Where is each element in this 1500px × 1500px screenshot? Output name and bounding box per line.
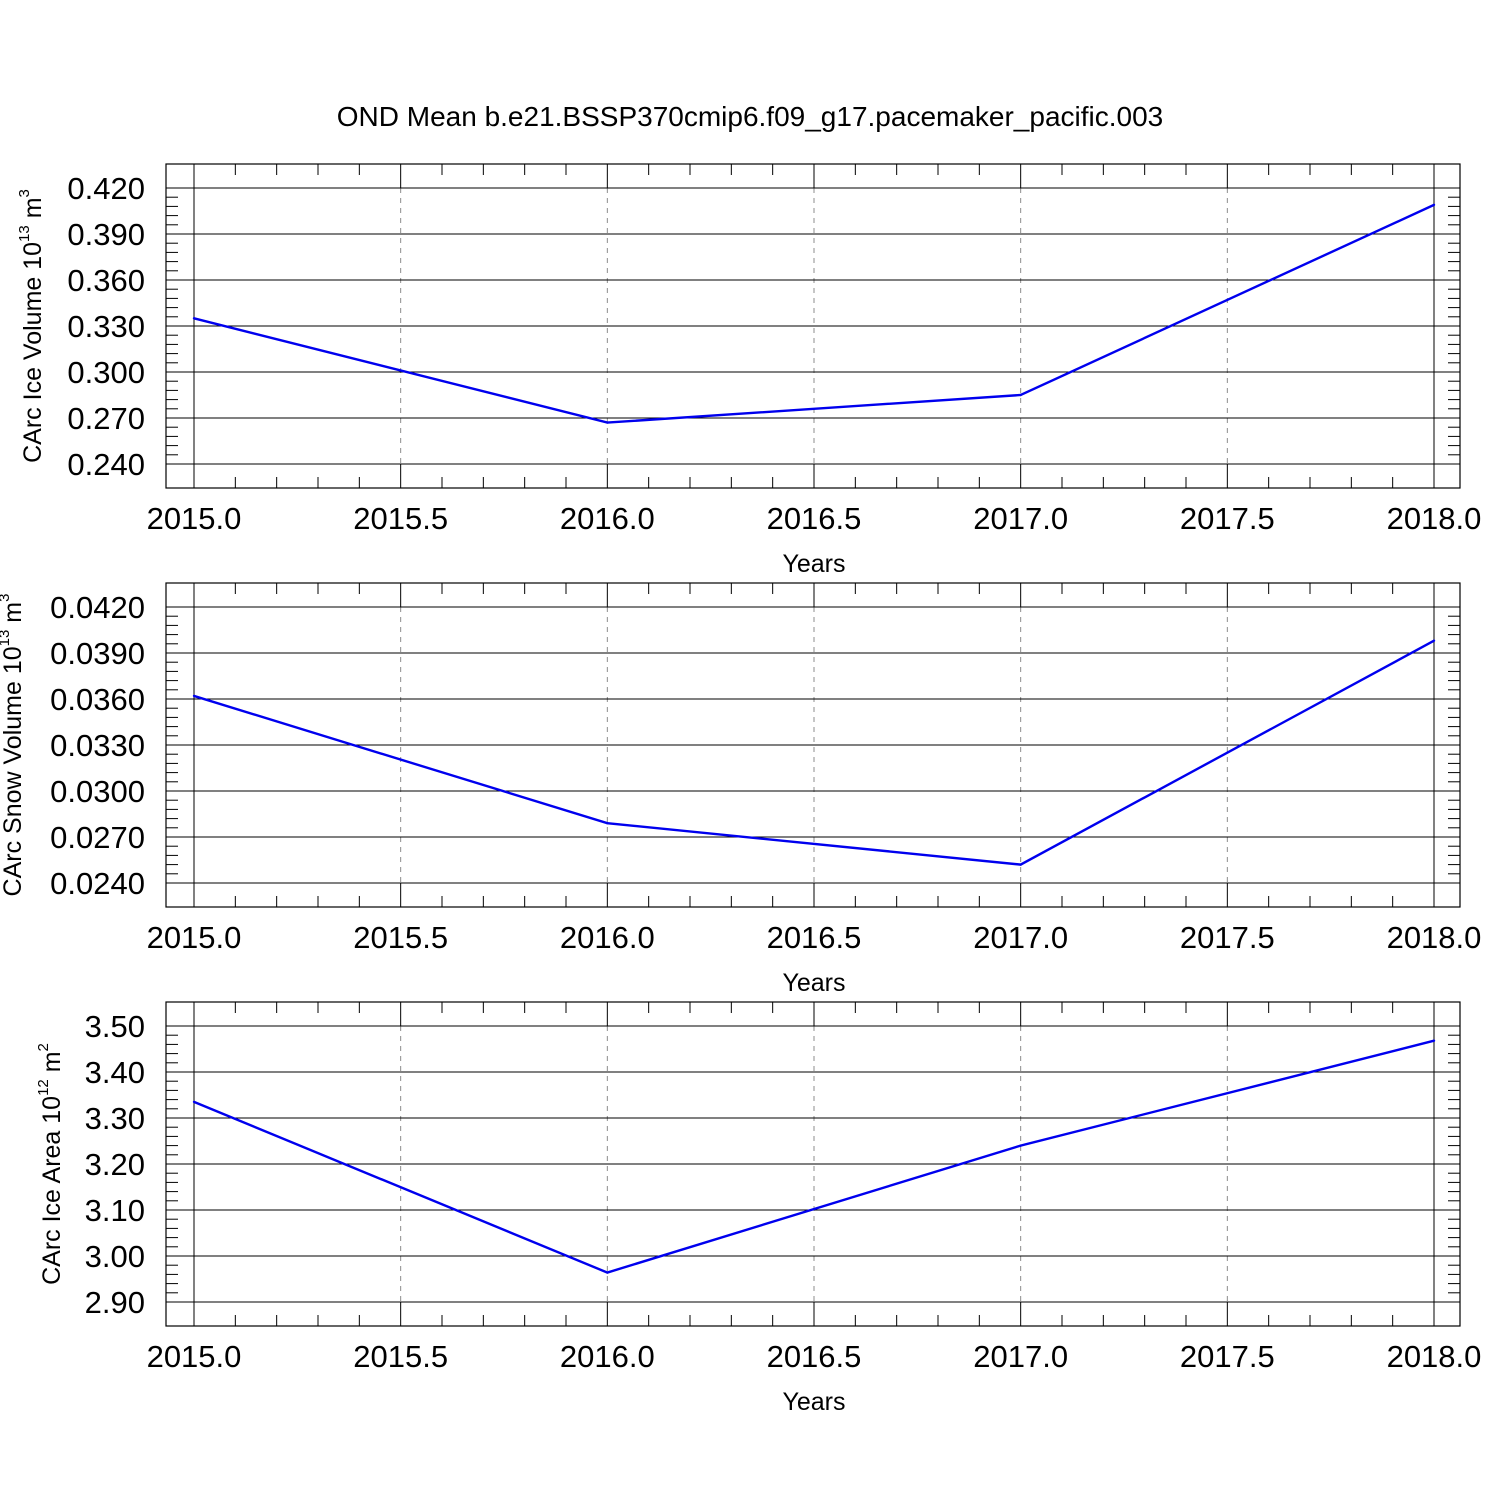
- data-point: [1432, 1039, 1436, 1042]
- y-tick-label: 3.20: [85, 1147, 145, 1182]
- data-point: [192, 1100, 196, 1104]
- x-tick-label: 2018.0: [1387, 920, 1482, 955]
- x-tick-label: 2017.5: [1180, 1339, 1275, 1374]
- series-line: [193, 639, 1435, 866]
- data-point: [1019, 393, 1022, 397]
- x-tick-label: 2016.5: [767, 501, 862, 536]
- x-axis-label: Years: [782, 550, 845, 578]
- series-line: [193, 1039, 1435, 1274]
- y-axis-label-unit-exp: 3: [16, 189, 33, 197]
- data-point: [606, 421, 609, 424]
- series-line: [193, 203, 1435, 424]
- y-axis-label-main: CArc Ice Volume 10: [19, 242, 47, 463]
- chart-panel-2: 2015.0 2015.5 2016.0 2016.5 2017.0 2017.5 2018…: [0, 582, 1482, 997]
- y-axis-label-unit-exp: 3: [0, 594, 13, 602]
- x-tick-label: 2015.0: [147, 1339, 242, 1374]
- x-tick-label: 2015.5: [353, 501, 448, 536]
- data-point: [606, 822, 609, 825]
- y-tick-label: 0.0420: [50, 590, 145, 625]
- y-tick-label: 3.40: [85, 1055, 145, 1090]
- x-tick-label: 2016.5: [767, 1339, 862, 1374]
- x-tick-label: 2017.0: [973, 920, 1068, 955]
- y-tick-label: 0.240: [67, 447, 145, 482]
- data-point: [606, 1271, 609, 1274]
- y-axis-label: CArc Ice Area 1012 m2: [35, 1043, 66, 1285]
- chart-panel-3: 2015.0 2015.5 2016.0 2016.5 2017.0 2017.5 2018…: [35, 1001, 1482, 1416]
- x-tick-label: 2016.0: [560, 501, 655, 536]
- x-tick-label: 2018.0: [1387, 1339, 1482, 1374]
- x-tick-label: 2016.0: [560, 920, 655, 955]
- y-tick-label: 0.0390: [50, 636, 145, 671]
- data-point: [1432, 203, 1436, 207]
- x-axis-label: Years: [782, 969, 845, 997]
- data-point: [1019, 1144, 1022, 1147]
- x-tick-label: 2015.0: [147, 920, 242, 955]
- x-tick-label: 2018.0: [1387, 501, 1482, 536]
- y-axis-label-main: CArc Ice Area 10: [38, 1096, 66, 1285]
- y-axis-label: CArc Snow Volume 1013 m3: [0, 594, 27, 897]
- y-tick-label: 0.0270: [50, 820, 145, 855]
- x-tick-label: 2017.0: [973, 501, 1068, 536]
- x-tick-label: 2017.5: [1180, 501, 1275, 536]
- x-tick-label: 2015.5: [353, 1339, 448, 1374]
- y-axis-label-exp: 13: [0, 630, 13, 647]
- y-axis-label-exp: 13: [16, 225, 33, 242]
- y-tick-label: 0.420: [67, 171, 145, 206]
- y-axis-label-unit-exp: 2: [35, 1043, 52, 1051]
- y-tick-label: 0.330: [67, 309, 145, 344]
- y-tick-label: 0.0360: [50, 682, 145, 717]
- x-tick-label: 2015.0: [147, 501, 242, 536]
- figure-title: OND Mean b.e21.BSSP370cmip6.f09_g17.pace…: [337, 101, 1164, 132]
- y-tick-label: 3.30: [85, 1101, 145, 1136]
- y-tick-label: 0.0240: [50, 866, 145, 901]
- y-tick-label: 0.300: [67, 355, 145, 390]
- y-tick-label: 3.00: [85, 1239, 145, 1274]
- y-tick-label: 0.0300: [50, 774, 145, 809]
- y-axis-label-unit: m: [19, 197, 47, 225]
- y-axis-label-main: CArc Snow Volume 10: [0, 646, 27, 896]
- y-axis-label-unit: m: [0, 602, 27, 630]
- panels: 2015.0 2015.5 2016.0 2016.5 2017.0 2017.5 2018…: [0, 163, 1482, 1416]
- y-axis-label-unit: m: [38, 1051, 66, 1079]
- data-point: [192, 694, 196, 698]
- x-tick-label: 2015.5: [353, 920, 448, 955]
- x-axis-label: Years: [782, 1388, 845, 1416]
- x-tick-label: 2016.5: [767, 920, 862, 955]
- x-tick-label: 2017.0: [973, 1339, 1068, 1374]
- x-tick-label: 2017.5: [1180, 920, 1275, 955]
- y-axis-label-exp: 12: [35, 1079, 52, 1096]
- y-axis-label: CArc Ice Volume 1013 m3: [16, 189, 47, 463]
- y-tick-label: 0.390: [67, 217, 145, 252]
- y-tick-label: 0.360: [67, 263, 145, 298]
- y-tick-label: 2.90: [85, 1285, 145, 1320]
- y-tick-label: 3.10: [85, 1193, 145, 1228]
- y-tick-label: 0.0330: [50, 728, 145, 763]
- y-tick-label: 3.50: [85, 1009, 145, 1044]
- y-tick-label: 0.270: [67, 401, 145, 436]
- data-point: [192, 317, 196, 320]
- chart-panel-1: 2015.0 2015.5 2016.0 2016.5 2017.0 2017.5 2018…: [16, 163, 1482, 578]
- data-point: [1432, 639, 1436, 642]
- data-point: [1019, 863, 1022, 866]
- x-tick-label: 2016.0: [560, 1339, 655, 1374]
